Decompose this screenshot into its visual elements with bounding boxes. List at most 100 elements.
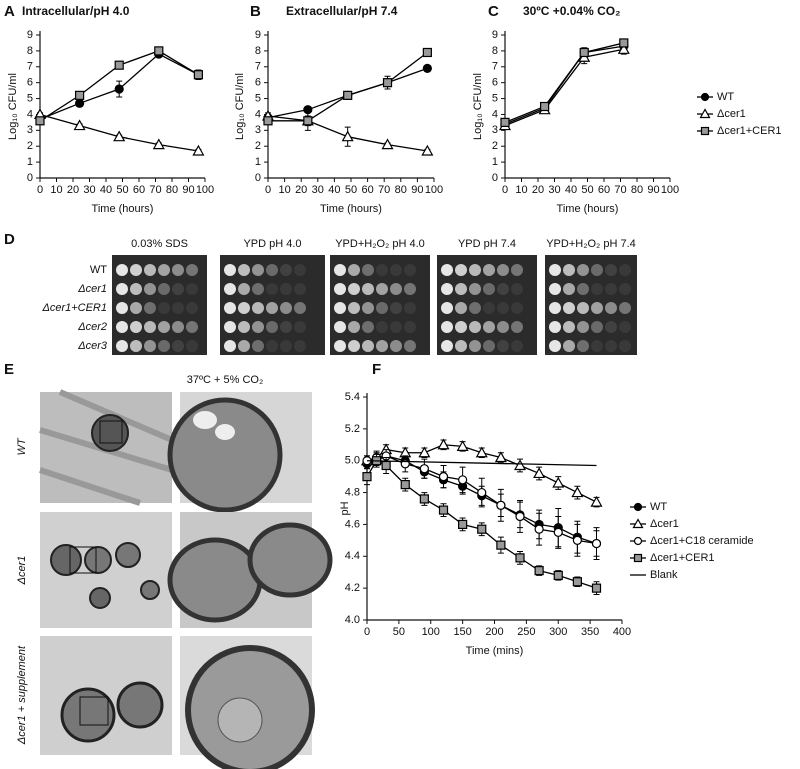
colony-spot xyxy=(334,340,346,352)
x-axis-title: Time (hours) xyxy=(320,203,382,215)
colony-spot xyxy=(605,264,617,276)
colony-spot xyxy=(362,283,374,295)
colony-spot xyxy=(186,321,198,333)
y-axis-title: Log₁₀ CFU/ml xyxy=(234,73,246,140)
x-tick-label: 70 xyxy=(149,184,161,196)
colony-spot xyxy=(441,321,453,333)
cell xyxy=(167,537,263,623)
colony-spot xyxy=(144,340,156,352)
cell xyxy=(89,587,111,609)
x-axis-title: Time (mins) xyxy=(466,645,524,657)
legend-label: WT xyxy=(650,501,667,513)
x-tick-label: 40 xyxy=(328,184,340,196)
marker xyxy=(419,464,429,474)
marker xyxy=(579,47,589,58)
colony-spot xyxy=(130,283,142,295)
colony-spot xyxy=(469,302,481,314)
row-label: WT xyxy=(90,264,107,276)
y-tick-label: 3 xyxy=(492,124,498,136)
marker xyxy=(552,476,565,488)
y-tick-label: 7 xyxy=(492,61,498,73)
marker xyxy=(438,505,449,515)
panel-label: A xyxy=(4,3,15,20)
marker xyxy=(421,144,434,156)
marker xyxy=(500,117,510,127)
colony-spot xyxy=(511,283,523,295)
x-tick-label: 300 xyxy=(549,626,567,638)
marker xyxy=(74,98,85,108)
colony-spot xyxy=(172,302,184,314)
y-tick-label: 5.2 xyxy=(345,423,360,435)
x-tick-label: 20 xyxy=(295,184,307,196)
colony-spot xyxy=(294,321,306,333)
colony-spot xyxy=(362,302,374,314)
marker xyxy=(591,583,602,593)
colony-spot xyxy=(266,302,278,314)
y-tick-label: 2 xyxy=(492,140,498,152)
colony-spot xyxy=(591,264,603,276)
colony-spot xyxy=(144,302,156,314)
colony-spot xyxy=(483,264,495,276)
series-line xyxy=(504,45,624,125)
y-tick-label: 5 xyxy=(492,92,498,104)
colony-spot xyxy=(376,302,388,314)
column-label: YPD pH 7.4 xyxy=(458,238,516,250)
y-tick-label: 4 xyxy=(492,108,498,120)
marker xyxy=(699,108,711,119)
legend-label: Blank xyxy=(650,569,678,581)
y-tick-label: 4.0 xyxy=(345,614,360,626)
colony-spot xyxy=(404,340,416,352)
marker xyxy=(496,540,506,550)
colony-spot xyxy=(252,302,264,314)
colony-spot xyxy=(441,302,453,314)
y-tick-label: 5 xyxy=(255,92,261,104)
colony-spot xyxy=(619,264,631,276)
column-label: 0.03% SDS xyxy=(131,238,188,250)
colony-spot xyxy=(116,264,128,276)
marker xyxy=(193,70,203,80)
colony-spot xyxy=(144,283,156,295)
y-tick-label: 5.0 xyxy=(345,455,360,467)
marker xyxy=(633,536,643,546)
x-tick-label: 40 xyxy=(565,184,577,196)
x-tick-label: 30 xyxy=(312,184,324,196)
panel-label: C xyxy=(488,3,499,20)
column-label: YPD pH 4.0 xyxy=(243,238,301,250)
colony-spot xyxy=(334,321,346,333)
x-tick-label: 60 xyxy=(361,184,373,196)
colony-spot xyxy=(619,321,631,333)
y-tick-label: 0 xyxy=(27,172,33,184)
colony-spot xyxy=(469,321,481,333)
colony-spot xyxy=(144,264,156,276)
x-axis-title: Time (hours) xyxy=(557,203,619,215)
colony-spot xyxy=(511,302,523,314)
row-label: Δcer1 xyxy=(77,283,107,295)
marker xyxy=(572,535,582,545)
series-line xyxy=(504,42,624,123)
colony-spot xyxy=(404,302,416,314)
y-tick-label: 5 xyxy=(27,92,33,104)
cell xyxy=(91,414,129,452)
colony-spot xyxy=(130,302,142,314)
colony-spot xyxy=(497,283,509,295)
colony-spot xyxy=(294,302,306,314)
colony-spot xyxy=(238,321,250,333)
marker xyxy=(477,524,487,534)
colony-spot xyxy=(563,264,575,276)
marker xyxy=(619,38,629,48)
marker xyxy=(458,475,468,485)
chart-title: Intracellular/pH 4.0 xyxy=(22,4,130,18)
colony-spot xyxy=(591,340,603,352)
y-tick-label: 2 xyxy=(255,140,261,152)
cell xyxy=(140,580,160,600)
colony-spot xyxy=(469,264,481,276)
marker xyxy=(154,46,164,56)
y-axis-title: Log₁₀ CFU/ml xyxy=(472,73,484,140)
colony-spot xyxy=(252,340,264,352)
colony-spot xyxy=(224,302,236,314)
colony-spot xyxy=(577,302,589,314)
marker xyxy=(422,47,432,58)
x-tick-label: 70 xyxy=(378,184,390,196)
series-line xyxy=(366,460,597,467)
colony-spot xyxy=(116,321,128,333)
